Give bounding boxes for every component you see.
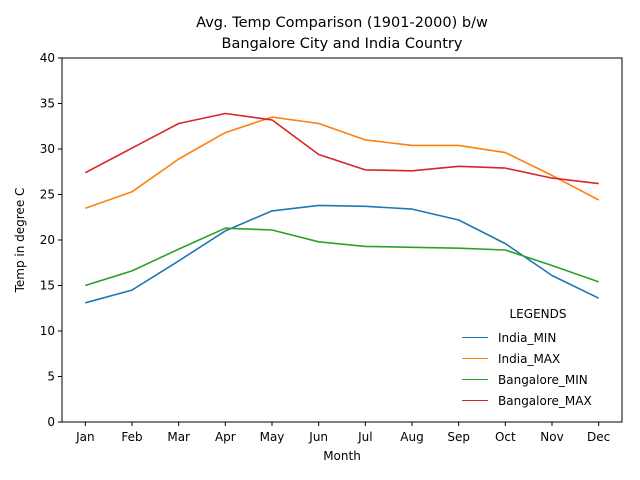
legend-swatch — [462, 358, 488, 359]
x-tick-label: Dec — [587, 430, 610, 444]
y-tick-label: 20 — [40, 233, 55, 247]
x-tick-label: Mar — [167, 430, 190, 444]
legend-items: India_MIN India_MAX Bangalore_MIN Bangalore… — [458, 327, 618, 411]
y-tick-label: 30 — [40, 142, 55, 156]
legend-label: India_MAX — [498, 351, 561, 366]
legend-title: LEGENDS — [509, 307, 567, 321]
plot-area: 0 5 10 15 20 25 30 35 40 Jan Feb Mar Apr May Jun Jul Aug… — [40, 51, 623, 444]
legend-entry-india-max: India_MAX — [458, 348, 618, 369]
x-tick-label: Apr — [215, 430, 236, 444]
series-line-india-min — [85, 204, 600, 304]
y-tick-label: 40 — [40, 51, 55, 65]
x-tick-label: Jul — [357, 430, 372, 444]
chart-subtitle: Bangalore City and India Country — [221, 36, 463, 52]
series-line-bangalore-max — [84, 112, 599, 185]
legend-swatch — [462, 400, 488, 401]
series-line-india-max — [85, 116, 600, 209]
x-tick-label: Jun — [308, 430, 328, 444]
legend-swatch — [462, 379, 488, 380]
chart-title: Avg. Temp Comparison (1901-2000) b/w — [196, 15, 488, 31]
legend-swatch — [462, 337, 488, 338]
legend-entry-india-min: India_MIN — [458, 327, 618, 348]
y-tick-label: 35 — [40, 97, 55, 111]
legend-entry-bangalore-max: Bangalore_MAX — [458, 390, 618, 411]
y-tick-label: 15 — [40, 279, 55, 293]
series-line-bangalore-min — [85, 227, 599, 287]
x-tick-label: Jan — [75, 430, 95, 444]
y-tick-label: 10 — [40, 324, 55, 338]
y-axis-label: Temp in degree C — [13, 187, 27, 293]
x-tick-label: Feb — [121, 430, 142, 444]
x-tick-label: Nov — [540, 430, 563, 444]
x-tick-label: May — [260, 430, 285, 444]
legend-label: Bangalore_MAX — [498, 393, 592, 408]
x-tick-label: Aug — [400, 430, 423, 444]
legend-label: India_MIN — [498, 330, 557, 345]
x-tick-label: Oct — [495, 430, 516, 444]
y-tick-label: 25 — [40, 188, 55, 202]
legend-label: Bangalore_MIN — [498, 372, 588, 387]
x-axis-label: Month — [323, 449, 361, 463]
x-tick-label: Sep — [447, 430, 470, 444]
y-tick-label: 0 — [47, 415, 55, 429]
legend: LEGENDS India_MIN India_MAX Bangalore_MIN B… — [458, 306, 618, 411]
legend-entry-bangalore-min: Bangalore_MIN — [458, 369, 618, 390]
y-tick-label: 5 — [47, 370, 55, 384]
